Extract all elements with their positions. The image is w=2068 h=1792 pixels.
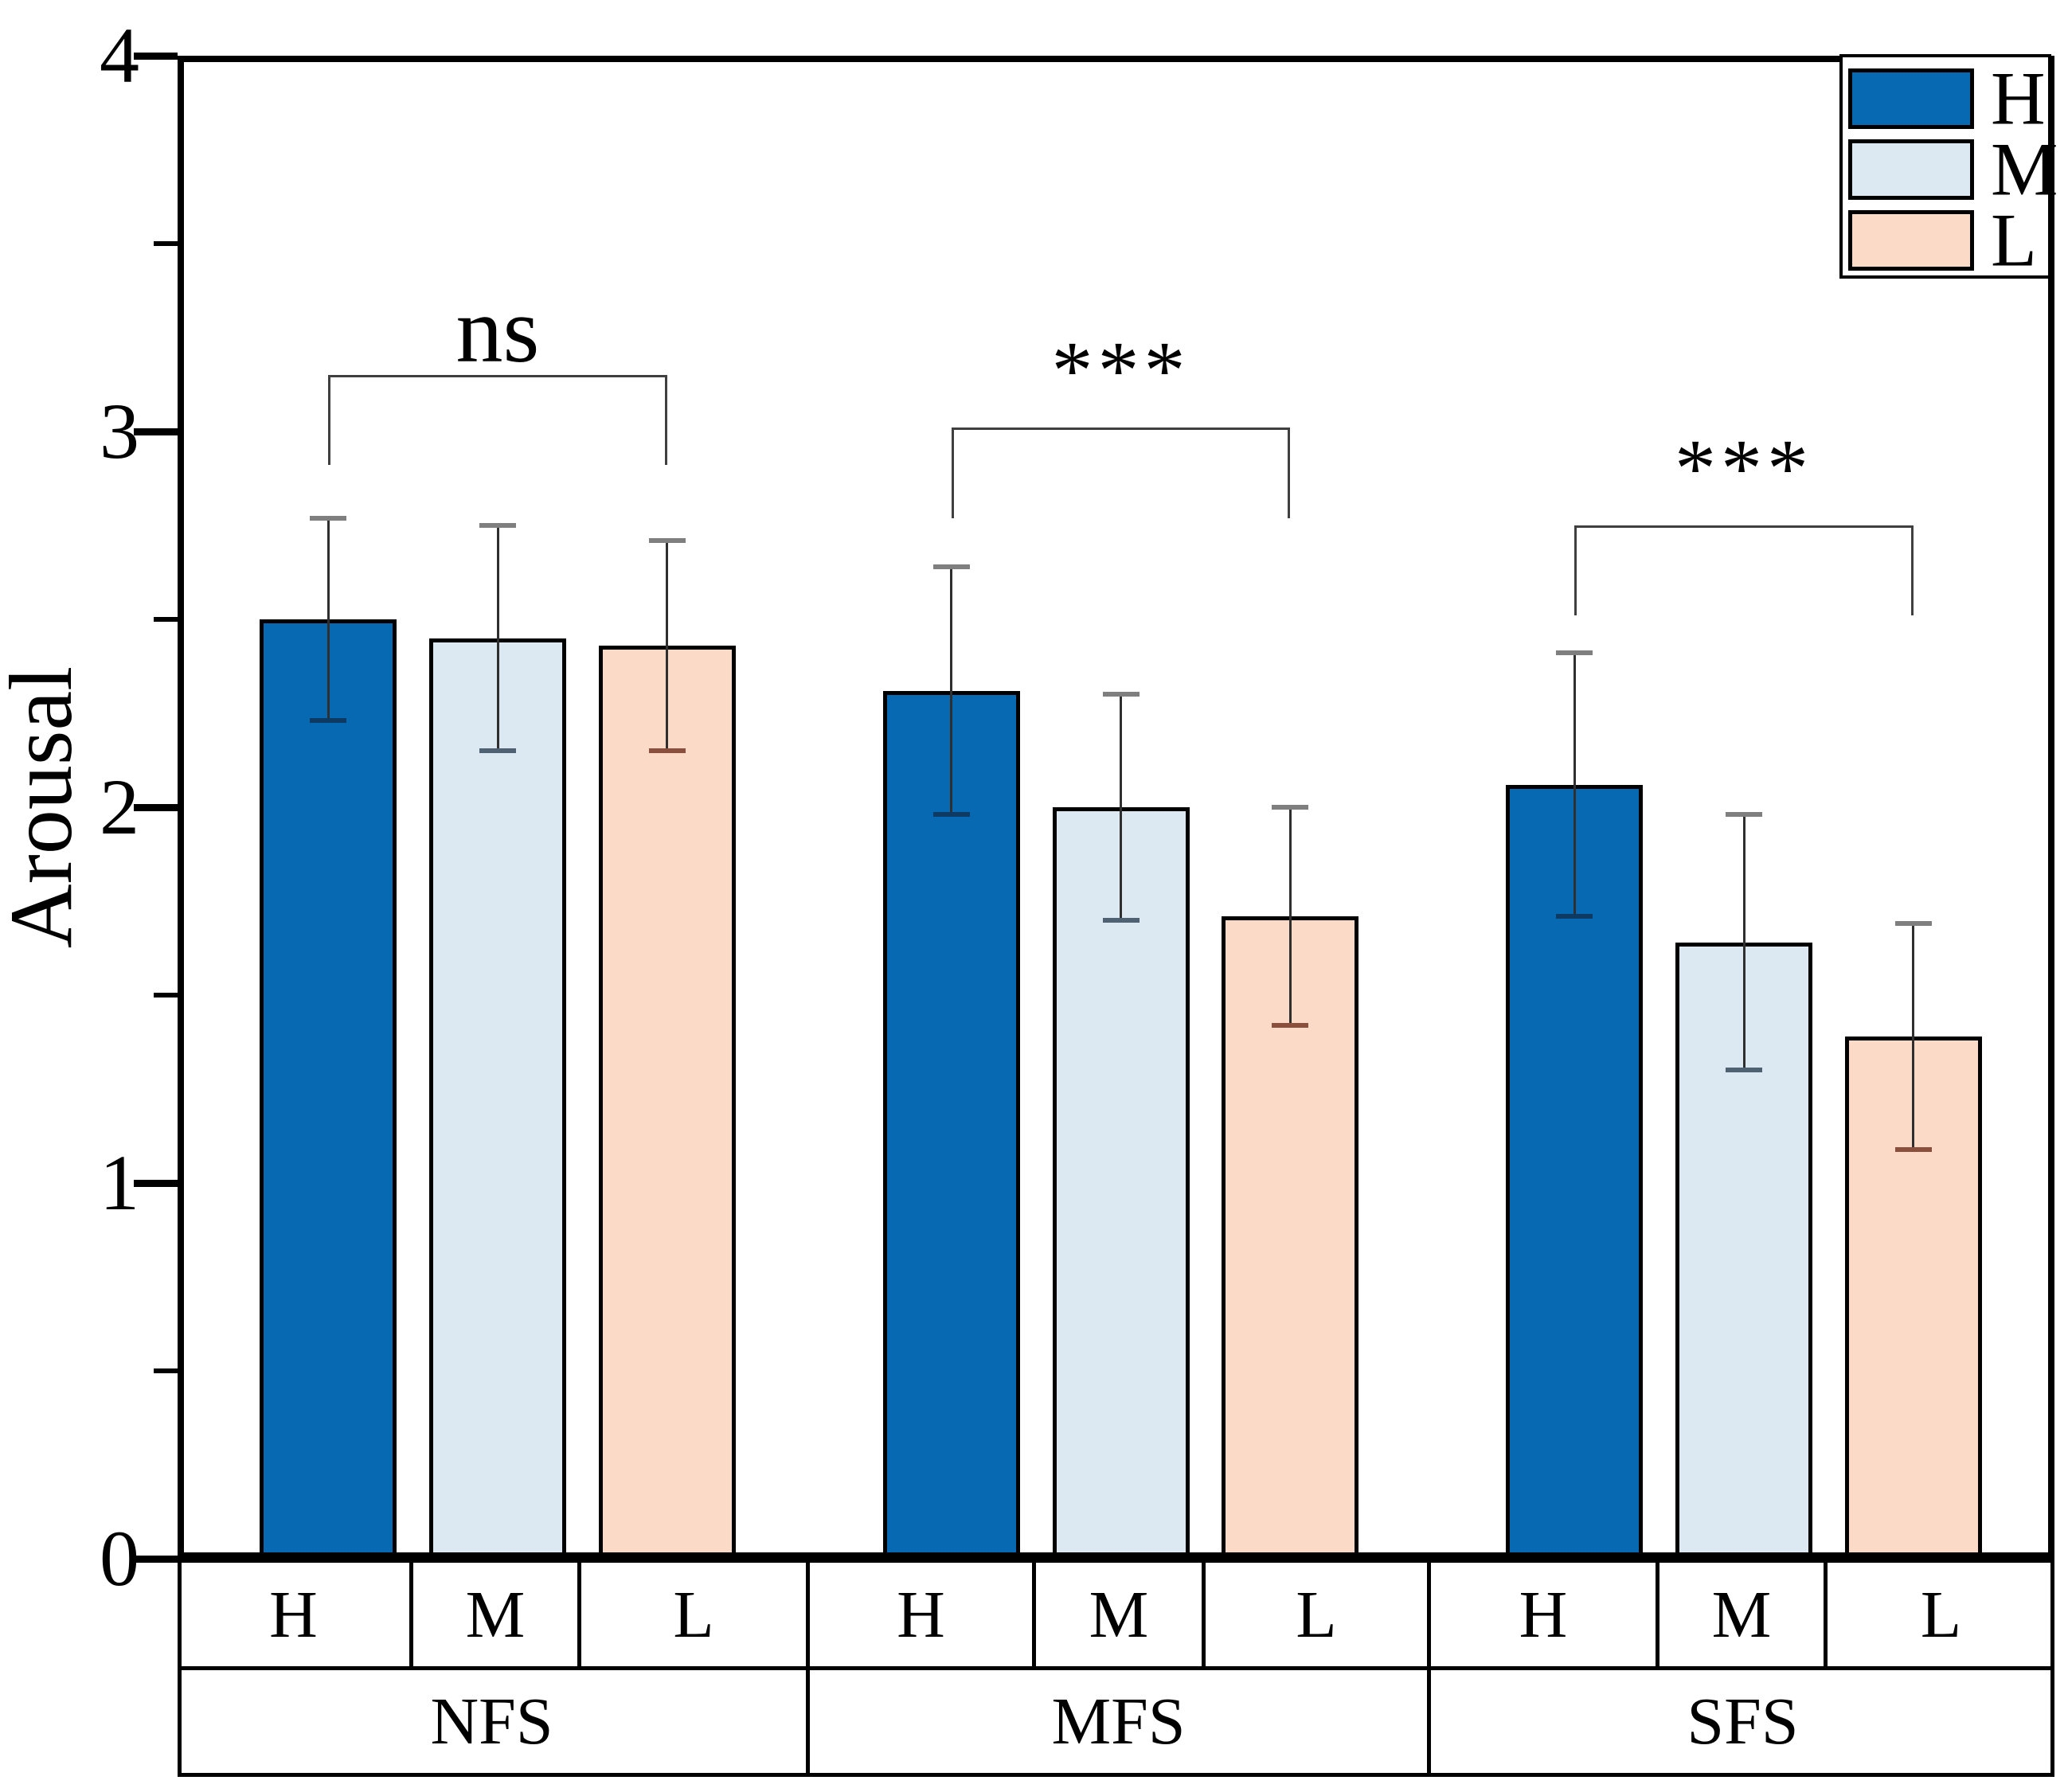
x-cell-sub-6: H — [1431, 1563, 1659, 1666]
y-tick-label: 1 — [100, 1138, 139, 1227]
bar-mfs-h — [882, 690, 1020, 1559]
y-minor-tick — [154, 241, 178, 246]
error-bar-mfs-h — [950, 566, 953, 815]
sig-bracket-drop-sfs — [1574, 525, 1577, 616]
y-tick-label: 3 — [100, 387, 139, 475]
legend-swatch-m — [1848, 139, 1974, 200]
error-cap-top-nfs-m — [479, 523, 516, 528]
legend-swatch-h — [1848, 68, 1974, 129]
sig-bracket-sfs — [1574, 525, 1914, 528]
error-cap-bottom-sfs-h — [1556, 913, 1593, 919]
x-cell-sub-2: L — [581, 1563, 810, 1666]
legend-label-h: H — [1991, 56, 2046, 141]
x-cell-group-nfs: NFS — [178, 1670, 810, 1773]
y-major-tick — [134, 1179, 178, 1187]
sig-bracket-drop-nfs — [328, 375, 331, 466]
bar-nfs-h — [260, 619, 397, 1559]
error-cap-top-mfs-m — [1102, 692, 1140, 697]
error-bar-nfs-l — [666, 540, 669, 752]
x-cell-group-mfs: MFS — [810, 1670, 1431, 1773]
error-cap-bottom-nfs-h — [310, 718, 347, 724]
y-major-tick — [134, 52, 178, 60]
x-cell-sub-0: H — [178, 1563, 413, 1666]
x-cell-sub-4: M — [1036, 1563, 1206, 1666]
error-bar-nfs-h — [326, 517, 330, 721]
error-cap-top-sfs-l — [1894, 921, 1932, 927]
y-tick-label: 0 — [100, 1514, 139, 1603]
sig-bracket-drop-sfs — [1910, 525, 1914, 616]
error-cap-top-nfs-h — [310, 515, 347, 521]
error-cap-bottom-sfs-m — [1726, 1068, 1762, 1073]
error-bar-sfs-h — [1573, 653, 1576, 916]
bar-mfs-m — [1052, 807, 1190, 1559]
y-minor-tick — [154, 1368, 178, 1373]
y-tick-label: 4 — [100, 11, 139, 100]
x-cell-sub-8: L — [1920, 1577, 1962, 1652]
error-cap-bottom-nfs-m — [479, 748, 516, 754]
error-cap-bottom-mfs-l — [1272, 1022, 1309, 1028]
x-cell-sub-1: M — [413, 1563, 581, 1666]
error-cap-top-mfs-h — [932, 564, 970, 569]
error-cap-top-sfs-h — [1556, 650, 1593, 656]
sig-bracket-drop-mfs — [1288, 428, 1291, 518]
y-minor-tick — [154, 993, 178, 998]
sig-bracket-mfs — [951, 428, 1291, 431]
error-cap-bottom-mfs-m — [1102, 917, 1140, 923]
y-major-tick — [134, 1555, 178, 1563]
x-table-row-groups: NFS MFS SFS — [178, 1666, 2054, 1777]
x-cell-group-sfs: SFS — [1687, 1685, 1799, 1759]
error-cap-bottom-sfs-l — [1894, 1146, 1932, 1152]
sig-label-mfs: *** — [1051, 325, 1190, 417]
legend-row-l: L — [1843, 202, 2048, 278]
y-minor-tick — [154, 617, 178, 622]
error-cap-top-mfs-l — [1272, 805, 1309, 810]
sig-bracket-drop-mfs — [951, 428, 954, 518]
y-tick-label: 2 — [100, 763, 139, 851]
bar-nfs-m — [429, 638, 566, 1559]
legend-row-h: H — [1843, 61, 2048, 136]
error-cap-bottom-nfs-l — [648, 748, 686, 754]
x-cell-sub-7: M — [1659, 1563, 1828, 1666]
error-bar-sfs-m — [1742, 814, 1745, 1071]
x-cell-sub-3: H — [810, 1563, 1036, 1666]
error-cap-top-nfs-l — [648, 537, 686, 543]
y-major-tick — [134, 803, 178, 811]
error-bar-mfs-m — [1120, 694, 1122, 920]
sig-label-nfs: ns — [455, 277, 540, 382]
sig-bracket-drop-nfs — [664, 375, 667, 466]
x-cell-sub-5: L — [1206, 1563, 1431, 1666]
error-bar-mfs-l — [1288, 807, 1292, 1025]
sig-label-sfs: *** — [1675, 423, 1813, 515]
sig-bracket-nfs — [328, 375, 667, 378]
error-cap-bottom-mfs-h — [932, 812, 970, 818]
legend-swatch-l — [1848, 210, 1974, 271]
legend-row-m: M — [1843, 131, 2058, 207]
bar-nfs-l — [598, 646, 736, 1559]
error-bar-sfs-l — [1912, 923, 1915, 1150]
legend-label-l: L — [1991, 197, 2038, 283]
legend-label-m: M — [1991, 127, 2058, 212]
error-bar-nfs-m — [496, 525, 499, 752]
error-cap-top-sfs-m — [1726, 812, 1762, 818]
y-major-tick — [134, 428, 178, 435]
